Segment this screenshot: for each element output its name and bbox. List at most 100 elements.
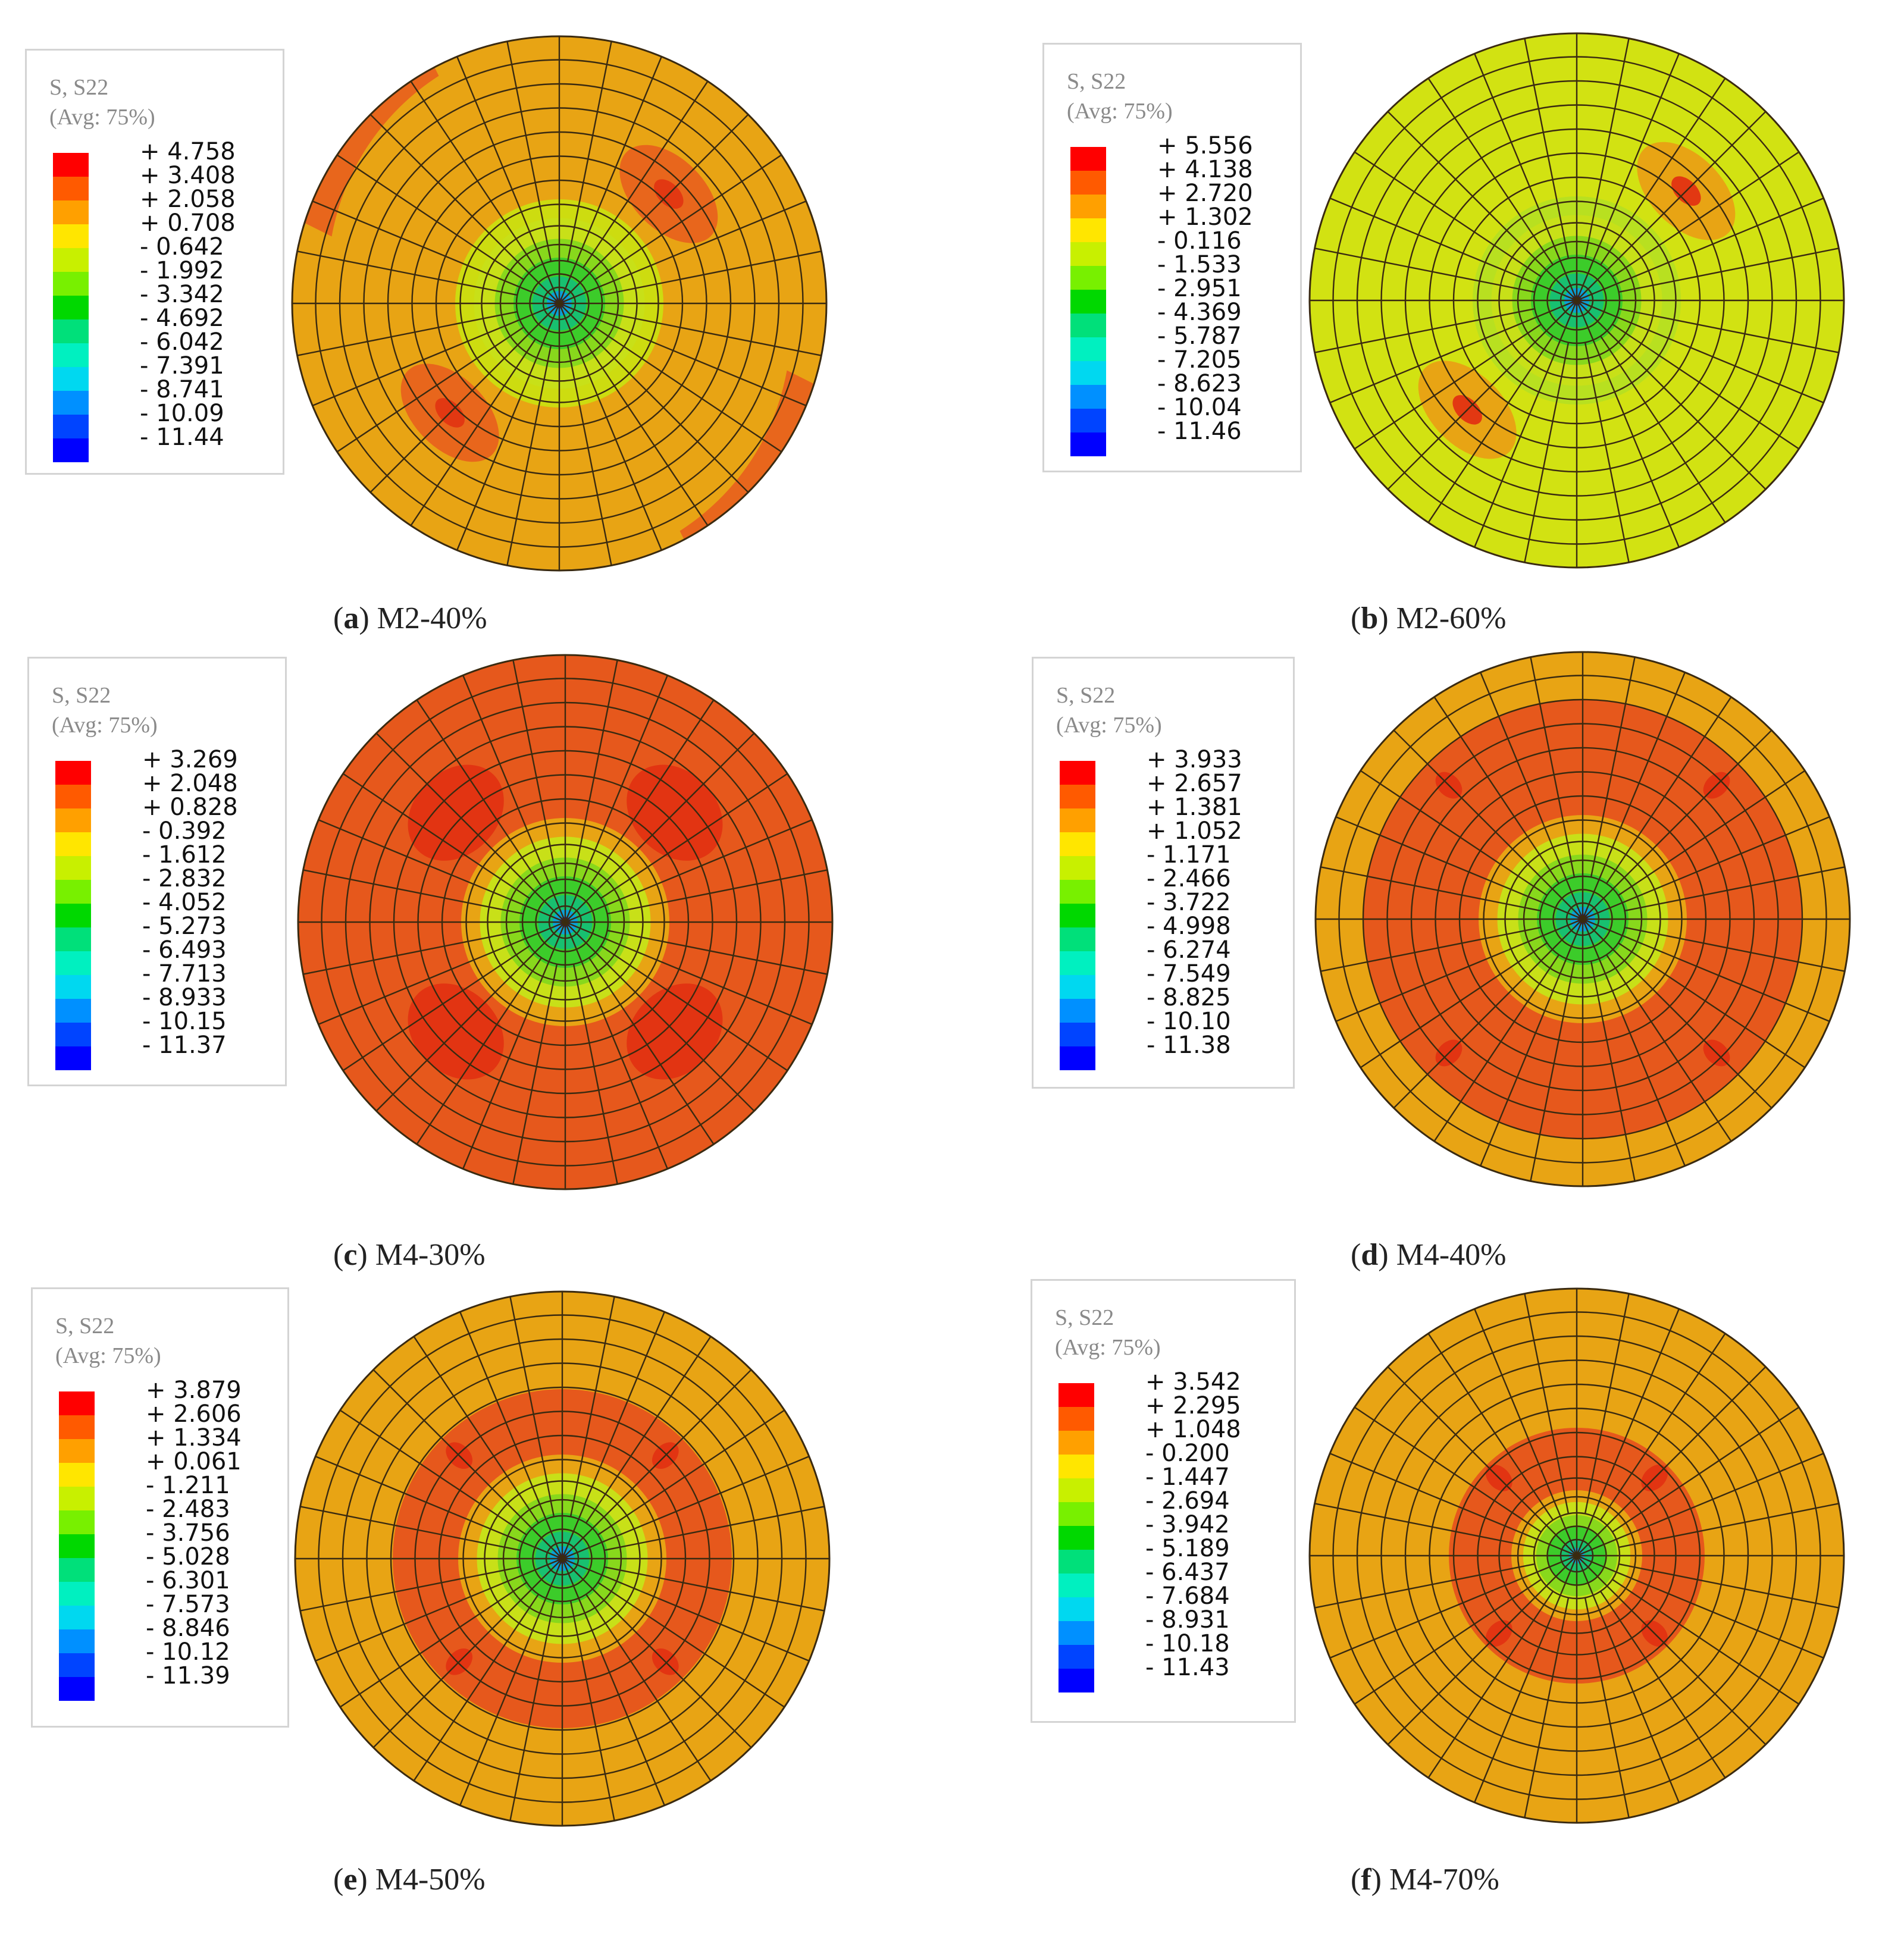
colorbar-swatch — [1060, 832, 1095, 856]
colorbar-swatch — [1059, 1407, 1094, 1431]
colorbar-swatch — [55, 880, 91, 904]
colorbar-swatch — [59, 1534, 95, 1558]
panel-caption: (a) M2-40% — [333, 601, 487, 635]
panel-label: M2-60% — [1396, 601, 1507, 635]
colorbar-level-label: - 6.493 — [142, 936, 227, 964]
colorbar-level-label: - 11.44 — [140, 424, 224, 451]
rim-zone — [305, 49, 439, 237]
colorbar-level-label: - 8.623 — [1157, 370, 1242, 397]
colorbar-swatch — [53, 200, 89, 224]
colorbar-level-label: - 11.37 — [142, 1032, 227, 1059]
legend-title: S, S22 — [1055, 1305, 1114, 1330]
panel-label: M4-50% — [375, 1863, 486, 1897]
colorbar-swatch — [1060, 951, 1095, 975]
colorbar-swatch — [1059, 1597, 1094, 1621]
colorbar-swatch — [59, 1606, 95, 1629]
colorbar-swatch — [55, 975, 91, 999]
colorbar-swatch — [1060, 999, 1095, 1023]
colorbar-level-label: + 1.052 — [1147, 817, 1242, 845]
colorbar-level-label: - 10.12 — [146, 1638, 230, 1666]
colorbar-level-label: - 0.642 — [140, 233, 224, 261]
panel-label: M4-70% — [1389, 1863, 1499, 1897]
colorbar-swatch — [1059, 1574, 1094, 1597]
colorbar-swatch — [55, 1046, 91, 1070]
colorbar-level-label: - 5.189 — [1145, 1535, 1230, 1562]
disc-outline — [1314, 651, 1851, 1187]
colorbar-swatch — [53, 319, 89, 343]
panel-label: M4-30% — [375, 1238, 486, 1272]
colorbar-level-label: - 1.447 — [1145, 1463, 1230, 1491]
colorbar-level-label: - 8.931 — [1145, 1606, 1230, 1634]
colorbar-level-label: - 4.998 — [1147, 913, 1231, 940]
legend-box: S, S22 (Avg: 75%) + 3.542 + 2.295 + 1.048- 0… — [1031, 1279, 1296, 1723]
colorbar-swatch — [59, 1463, 95, 1487]
colorbar-level-label: + 2.657 — [1147, 770, 1242, 797]
colorbar-level-label: - 10.15 — [142, 1008, 227, 1035]
colorbar-level-label: - 0.200 — [1145, 1440, 1230, 1467]
colorbar-swatch — [53, 153, 89, 177]
colorbar-swatch — [53, 248, 89, 272]
colorbar-level-label: - 11.43 — [1145, 1654, 1230, 1681]
mesh — [1309, 1288, 1844, 1823]
colorbar-level-label: - 7.684 — [1145, 1582, 1230, 1610]
colorbar-level-label: - 0.392 — [142, 817, 227, 845]
colorbar-level-label: + 1.334 — [146, 1424, 242, 1452]
colorbar-level-label: - 2.951 — [1157, 275, 1242, 302]
colorbar-swatch — [1070, 409, 1106, 432]
colorbar-swatch — [55, 856, 91, 880]
legend-title: S, S22 — [49, 75, 109, 100]
colorbar-level-label: + 3.933 — [1147, 746, 1242, 773]
colorbar-swatch — [55, 785, 91, 808]
legend-title: S, S22 — [1056, 683, 1116, 708]
legend-subtitle: (Avg: 75%) — [52, 713, 158, 738]
colorbar-level-label: - 11.39 — [146, 1662, 230, 1690]
colorbar-level-label: - 3.942 — [1145, 1511, 1230, 1538]
colorbar-swatch — [1060, 904, 1095, 927]
legend-box: S, S22 (Avg: 75%) + 3.269 + 2.048 + 0.828- 0… — [27, 657, 287, 1086]
colorbar-level-label: - 8.825 — [1147, 984, 1231, 1011]
colorbar-level-label: + 4.138 — [1157, 156, 1253, 183]
colorbar-level-label: - 11.46 — [1157, 418, 1242, 445]
colorbar-level-label: - 3.756 — [146, 1519, 230, 1547]
colorbar-level-label: - 2.832 — [142, 865, 227, 892]
panel-caption: (c) M4-30% — [333, 1238, 486, 1272]
legend-subtitle: (Avg: 75%) — [55, 1343, 161, 1368]
colorbar-swatch — [59, 1629, 95, 1653]
legend-title: S, S22 — [1067, 69, 1126, 94]
colorbar-swatch — [1060, 1023, 1095, 1046]
panel-letter: e — [343, 1863, 358, 1897]
colorbar-level-label: + 3.269 — [142, 746, 238, 773]
colorbar-level-label: - 6.042 — [140, 328, 224, 356]
legend-subtitle: (Avg: 75%) — [1067, 99, 1173, 124]
colorbar-swatch — [1060, 1046, 1095, 1070]
colorbar-swatch — [1070, 290, 1106, 314]
panel-label: M2-40% — [377, 601, 487, 635]
colorbar-swatch — [1059, 1645, 1094, 1669]
colorbar-level-label: - 4.692 — [140, 305, 224, 332]
colorbar-swatch — [1060, 880, 1095, 904]
colorbar-swatch — [53, 296, 89, 319]
colorbar-swatch — [53, 224, 89, 248]
colorbar-swatch — [1059, 1526, 1094, 1550]
colorbar-level-label: - 6.301 — [146, 1567, 230, 1594]
colorbar-swatch — [1059, 1621, 1094, 1645]
colorbar-level-label: + 2.048 — [142, 770, 238, 797]
colorbar-level-label: - 10.10 — [1147, 1008, 1231, 1035]
colorbar-swatch — [1070, 337, 1106, 361]
colorbar-swatch — [53, 438, 89, 462]
colorbar-swatch — [55, 927, 91, 951]
panel-caption: (f) M4-70% — [1351, 1863, 1499, 1897]
colorbar-swatch — [59, 1510, 95, 1534]
colorbar-level-label: + 2.295 — [1145, 1392, 1241, 1419]
colorbar-level-label: + 1.048 — [1145, 1416, 1241, 1443]
mesh — [1315, 651, 1850, 1187]
colorbar-swatch — [1060, 785, 1095, 808]
colorbar-level-label: - 8.741 — [140, 376, 224, 403]
legend-subtitle: (Avg: 75%) — [49, 105, 155, 130]
colorbar-swatch — [1059, 1478, 1094, 1502]
colorbar-swatch — [1059, 1550, 1094, 1574]
colorbar-level-label: - 1.612 — [142, 841, 227, 869]
colorbar-swatch — [59, 1558, 95, 1582]
legend-box: S, S22 (Avg: 75%) + 3.933 + 2.657 + 1.381 + 1… — [1032, 657, 1295, 1089]
colorbar-level-label: + 1.381 — [1147, 794, 1242, 821]
